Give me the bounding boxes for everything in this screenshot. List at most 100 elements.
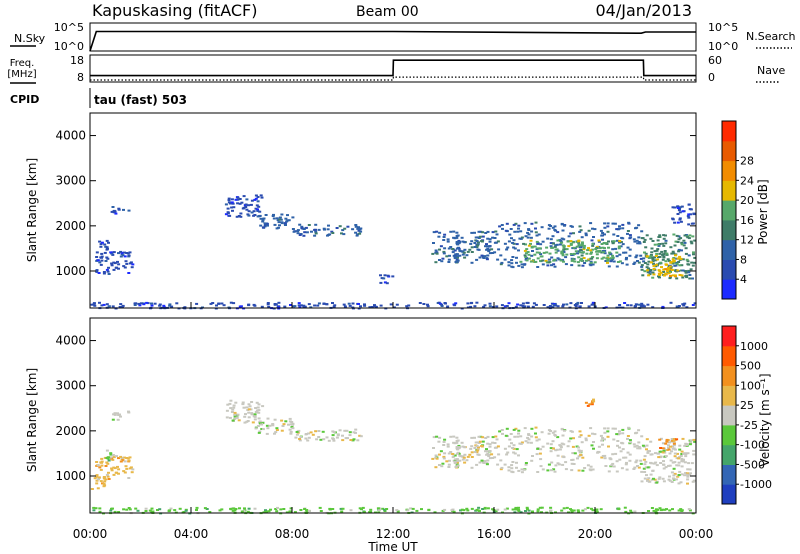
velocity-echo-cell	[618, 458, 622, 461]
velocity-echo-cell	[299, 509, 303, 511]
velocity-echo-cell	[127, 459, 131, 462]
velocity-echo-cell	[506, 451, 510, 454]
power-echo-cell	[273, 223, 277, 226]
velocity-echo-cell	[645, 474, 648, 477]
velocity-echo-cell	[462, 509, 466, 512]
power-echo-cell	[99, 263, 103, 266]
power-echo-cell	[313, 234, 317, 237]
power-echo-cell	[595, 250, 599, 253]
velocity-echo-cell	[98, 466, 102, 469]
power-echo-cell	[567, 235, 571, 238]
velocity-echo-cell	[309, 431, 313, 434]
power-echo-cell	[454, 302, 458, 305]
velocity-echo-cell	[336, 433, 340, 436]
power-echo-cell	[687, 237, 691, 240]
power-echo-cell	[355, 234, 359, 237]
power-echo-cell	[633, 305, 637, 308]
velocity-echo-cell	[645, 448, 648, 451]
velocity-echo-cell	[523, 427, 527, 430]
power-echo-cell	[117, 208, 121, 211]
velocity-echo-cell	[603, 438, 606, 441]
power-echo-cell	[582, 244, 586, 247]
power-echo-cell	[153, 302, 157, 305]
velocity-echo-cell	[642, 458, 646, 461]
power-echo-cell	[304, 226, 308, 229]
power-echo-cell	[236, 198, 240, 201]
velocity-echo-cell	[584, 437, 588, 440]
velocity-echo-cell	[156, 509, 159, 511]
power-echo-cell	[503, 242, 507, 245]
power-echo-cell	[578, 244, 582, 247]
power-echo-cell	[380, 277, 384, 280]
power-echo-cell	[649, 255, 653, 258]
time-tick-label: 00:00	[679, 527, 714, 541]
velocity-echo-cell	[261, 405, 265, 408]
power-echo-cell	[652, 265, 656, 267]
power-echo-cell	[605, 257, 609, 260]
velocity-echo-cell	[303, 508, 307, 510]
power-echo-cell	[260, 196, 264, 199]
velocity-echo-cell	[581, 509, 585, 512]
velocity-echo-cell	[675, 464, 679, 467]
velocity-echo-cell	[549, 443, 553, 446]
power-echo-cell	[335, 227, 339, 229]
velocity-echo-cell	[246, 420, 250, 422]
power-echo-cell	[642, 260, 646, 263]
power-echo-cell	[158, 304, 162, 307]
velocity-echo-cell	[465, 507, 469, 510]
power-echo-cell	[277, 221, 281, 224]
power-echo-cell	[531, 245, 534, 248]
velocity-echo-cell	[173, 509, 177, 512]
power-echo-cell	[658, 234, 662, 237]
power-echo-cell	[691, 264, 695, 267]
velocity-echo-cell	[677, 482, 681, 485]
power-echo-cell	[626, 232, 629, 235]
power-echo-cell	[595, 245, 599, 248]
power-echo-cell	[638, 242, 642, 245]
velocity-echo-cell	[112, 466, 116, 469]
velocity-echo-cell	[633, 445, 637, 448]
power-echo-cell	[686, 260, 690, 263]
power-echo-cell	[647, 260, 651, 263]
velocity-echo-cell	[595, 510, 599, 513]
power-echo-cell	[525, 259, 529, 262]
power-echo-cell	[98, 240, 102, 243]
power-echo-cell	[550, 264, 553, 267]
velocity-echo-cell	[635, 444, 639, 447]
power-echo-cell	[510, 237, 513, 240]
time-axis: 00:00 04:00 08:00 12:00 16:00 20:00 00:00	[73, 302, 714, 541]
velocity-echo-cell	[271, 424, 275, 427]
velocity-echo-cell	[618, 432, 622, 435]
power-echo-cell	[685, 274, 689, 277]
power-echo-cell	[603, 233, 606, 236]
velocity-echo-cell	[647, 510, 650, 512]
velocity-echo-cell	[461, 455, 465, 458]
power-echo-cell	[614, 247, 618, 250]
velocity-echo-cell	[639, 462, 643, 465]
power-echo-cell	[541, 240, 545, 243]
power-echo-cell	[562, 245, 566, 248]
power-echo-cell	[649, 254, 653, 256]
velocity-echo-cell	[282, 508, 286, 510]
power-echo-cell	[514, 222, 518, 225]
power-echo-cell	[524, 243, 527, 246]
velocity-echo-cell	[560, 509, 564, 512]
velocity-echo-cell	[517, 469, 521, 472]
velocity-echo-cell	[515, 448, 519, 451]
power-echo-cell	[626, 230, 630, 232]
power-echo-cell	[457, 247, 461, 250]
velocity-echo-cell	[611, 453, 615, 456]
velocity-echo-cell	[125, 508, 129, 511]
power-echo-cell	[279, 218, 283, 221]
power-echo-cell	[688, 277, 692, 280]
power-echo-cell	[227, 199, 231, 202]
velocity-echo-cell	[453, 454, 457, 457]
power-echo-cell	[668, 265, 672, 268]
power-echo-cell	[661, 258, 665, 261]
velocity-echo-cell	[151, 510, 155, 513]
velocity-echo-cell	[607, 470, 611, 473]
power-echo-cell	[232, 206, 236, 209]
power-echo-cell	[131, 263, 135, 266]
velocity-echo-cell	[592, 400, 596, 403]
power-echo-cell	[609, 257, 613, 260]
